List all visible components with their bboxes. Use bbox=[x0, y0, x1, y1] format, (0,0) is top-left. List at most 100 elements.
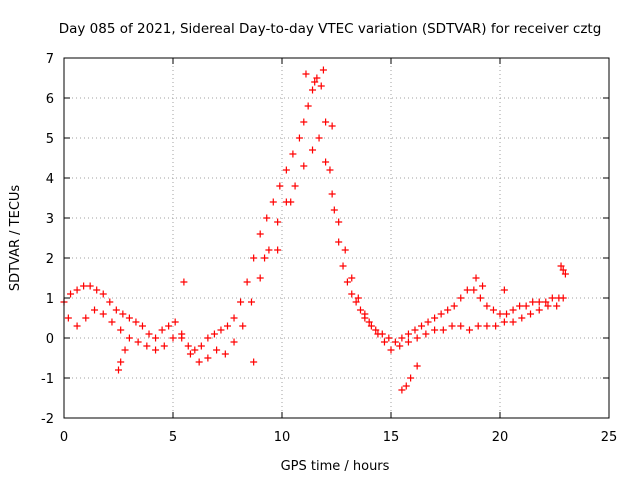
grid-lines bbox=[64, 58, 609, 418]
data-point bbox=[343, 278, 351, 286]
data-point bbox=[115, 366, 122, 374]
data-point bbox=[431, 314, 439, 322]
data-point bbox=[398, 334, 406, 342]
data-point bbox=[119, 310, 127, 318]
data-point bbox=[145, 330, 153, 338]
data-point bbox=[561, 270, 569, 278]
data-point bbox=[213, 346, 221, 354]
data-point bbox=[492, 322, 500, 330]
data-point bbox=[319, 66, 327, 74]
data-point bbox=[367, 322, 375, 330]
data-point bbox=[221, 350, 229, 358]
data-point bbox=[352, 298, 360, 306]
data-point bbox=[518, 314, 526, 322]
data-point bbox=[457, 294, 465, 302]
data-point bbox=[402, 382, 410, 390]
data-point bbox=[134, 338, 142, 346]
data-point bbox=[361, 310, 369, 318]
data-point bbox=[398, 386, 406, 394]
data-point bbox=[263, 214, 271, 222]
data-point bbox=[542, 298, 550, 306]
data-point bbox=[413, 362, 421, 370]
data-point bbox=[256, 274, 264, 282]
data-point bbox=[404, 330, 412, 338]
series-secondary bbox=[64, 134, 561, 366]
data-point bbox=[500, 286, 508, 294]
y-tick-label: 2 bbox=[46, 252, 54, 267]
data-point bbox=[503, 310, 511, 318]
data-point bbox=[309, 146, 317, 154]
data-point bbox=[125, 334, 133, 342]
data-point bbox=[274, 246, 282, 254]
data-point bbox=[250, 358, 258, 366]
data-point bbox=[444, 306, 452, 314]
data-point bbox=[169, 334, 177, 342]
y-tick-label: 1 bbox=[46, 292, 54, 307]
data-point bbox=[195, 358, 203, 366]
data-point bbox=[250, 254, 258, 262]
data-point bbox=[300, 162, 308, 170]
y-axis-label: SDTVAR / TECUs bbox=[8, 185, 23, 292]
data-point bbox=[413, 334, 421, 342]
data-point bbox=[204, 334, 212, 342]
data-point bbox=[121, 346, 129, 354]
data-point bbox=[330, 206, 338, 214]
data-point bbox=[439, 326, 447, 334]
data-point bbox=[99, 310, 107, 318]
data-point bbox=[437, 310, 445, 318]
data-point bbox=[125, 314, 133, 322]
data-point bbox=[365, 318, 373, 326]
plot-frame bbox=[63, 57, 610, 419]
data-point bbox=[474, 322, 482, 330]
data-point bbox=[457, 322, 465, 330]
data-point bbox=[372, 326, 380, 334]
data-point bbox=[380, 338, 388, 346]
data-point bbox=[152, 346, 160, 354]
data-point bbox=[204, 354, 212, 362]
data-point bbox=[138, 322, 146, 330]
x-tick-label: 20 bbox=[492, 430, 509, 445]
data-point bbox=[470, 286, 478, 294]
data-point bbox=[483, 302, 491, 310]
x-tick-label: 25 bbox=[601, 430, 618, 445]
data-point bbox=[354, 294, 362, 302]
data-point bbox=[557, 262, 565, 270]
x-tick-label: 15 bbox=[383, 430, 400, 445]
data-point bbox=[509, 306, 517, 314]
data-point bbox=[191, 346, 199, 354]
data-point bbox=[309, 86, 317, 94]
data-point bbox=[472, 274, 480, 282]
data-point bbox=[295, 134, 303, 142]
axis-ticks: 0 5 10 15 20 25 -2 -1 0 1 2 3 4 5 6 7 bbox=[41, 52, 617, 445]
data-point bbox=[535, 306, 543, 314]
data-point bbox=[418, 322, 426, 330]
data-point bbox=[117, 358, 125, 366]
data-point bbox=[544, 302, 552, 310]
data-point bbox=[553, 302, 561, 310]
data-point bbox=[341, 246, 349, 254]
data-point bbox=[339, 262, 347, 270]
x-tick-label: 10 bbox=[274, 430, 291, 445]
data-point bbox=[535, 298, 543, 306]
y-tick-label: 0 bbox=[46, 332, 54, 347]
data-point bbox=[112, 306, 120, 314]
data-point bbox=[348, 274, 356, 282]
data-point bbox=[328, 190, 336, 198]
data-point bbox=[500, 318, 508, 326]
data-point bbox=[463, 286, 471, 294]
y-tick-label: 6 bbox=[46, 92, 54, 107]
data-point bbox=[282, 166, 290, 174]
data-point bbox=[256, 230, 264, 238]
data-point bbox=[239, 322, 247, 330]
data-point bbox=[374, 330, 382, 338]
data-point bbox=[448, 322, 456, 330]
data-point bbox=[243, 278, 251, 286]
data-point bbox=[106, 298, 114, 306]
data-point bbox=[73, 286, 81, 294]
y-tick-label: 3 bbox=[46, 212, 54, 227]
data-point bbox=[178, 334, 186, 342]
data-point bbox=[496, 310, 504, 318]
data-point bbox=[237, 298, 245, 306]
series-outliers bbox=[115, 66, 569, 394]
